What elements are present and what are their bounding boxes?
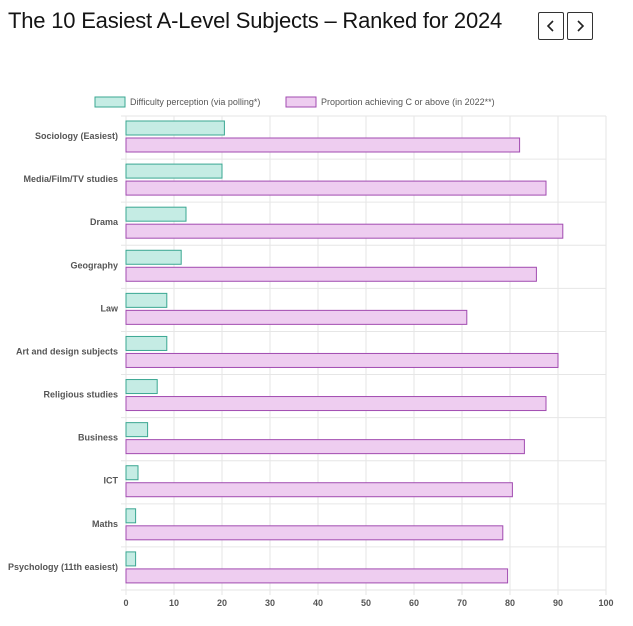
legend-item-difficulty[interactable]: Difficulty perception (via polling*) (94, 96, 260, 108)
bar-proportion-c-or-above (125, 137, 521, 153)
category-label: Psychology (11th easiest) (8, 562, 118, 572)
category-label: Sociology (Easiest) (35, 131, 118, 141)
bar-proportion-c-or-above (125, 568, 509, 584)
x-tick-label: 30 (265, 598, 275, 608)
bar-proportion-c-or-above (125, 309, 468, 325)
category-label: Drama (90, 217, 119, 227)
bar-difficulty-perception (125, 249, 182, 265)
x-tick-label: 0 (123, 598, 128, 608)
x-tick-label: 20 (217, 598, 227, 608)
x-tick-label: 80 (505, 598, 515, 608)
category-label: ICT (104, 476, 119, 486)
x-tick-label: 70 (457, 598, 467, 608)
bar-difficulty-perception (125, 292, 168, 308)
x-tick-label: 100 (598, 598, 613, 608)
bar-proportion-c-or-above (125, 396, 547, 412)
bar-proportion-c-or-above (125, 525, 504, 541)
chevron-left-icon (546, 20, 554, 32)
legend-label: Difficulty perception (via polling*) (130, 97, 260, 107)
next-button[interactable] (567, 12, 593, 40)
bar-proportion-c-or-above (125, 180, 547, 196)
previous-button[interactable] (538, 12, 564, 40)
x-tick-label: 90 (553, 598, 563, 608)
x-tick-label: 50 (361, 598, 371, 608)
bar-difficulty-perception (125, 335, 168, 351)
category-label: Art and design subjects (16, 346, 118, 356)
bar-proportion-c-or-above (125, 439, 525, 455)
category-label: Religious studies (43, 390, 118, 400)
bar-difficulty-perception (125, 379, 158, 395)
bar-difficulty-perception (125, 551, 137, 567)
chart-grid (121, 115, 607, 595)
legend-swatch (94, 96, 126, 108)
category-label: Law (100, 303, 119, 313)
bar-difficulty-perception (125, 422, 149, 438)
x-tick-label: 60 (409, 598, 419, 608)
category-labels: Sociology (Easiest) Media/Film/TV studies… (8, 131, 119, 572)
category-label: Media/Film/TV studies (23, 174, 118, 184)
x-tick-label: 40 (313, 598, 323, 608)
bar-difficulty-perception (125, 465, 139, 481)
chart-bars (125, 120, 564, 584)
bar-proportion-c-or-above (125, 266, 537, 282)
page-title: The 10 Easiest A-Level Subjects – Ranked… (8, 8, 503, 33)
bar-difficulty-perception (125, 508, 137, 524)
category-label: Business (78, 433, 118, 443)
bar-difficulty-perception (125, 120, 225, 136)
legend-item-proportion[interactable]: Proportion achieving C or above (in 2022… (285, 96, 495, 108)
x-axis-ticks: 0 10 20 30 40 50 60 70 80 90 100 (123, 598, 613, 608)
bar-proportion-c-or-above (125, 482, 513, 498)
chevron-right-icon (577, 20, 585, 32)
bar-difficulty-perception (125, 206, 187, 222)
legend-label: Proportion achieving C or above (in 2022… (321, 97, 495, 107)
chart-legend: Difficulty perception (via polling*) Prop… (94, 96, 495, 108)
bar-proportion-c-or-above (125, 223, 564, 239)
bar-proportion-c-or-above (125, 352, 559, 368)
bar-difficulty-perception (125, 163, 223, 179)
legend-swatch (285, 96, 317, 108)
category-label: Maths (92, 519, 118, 529)
x-tick-label: 10 (169, 598, 179, 608)
category-label: Geography (70, 260, 118, 270)
